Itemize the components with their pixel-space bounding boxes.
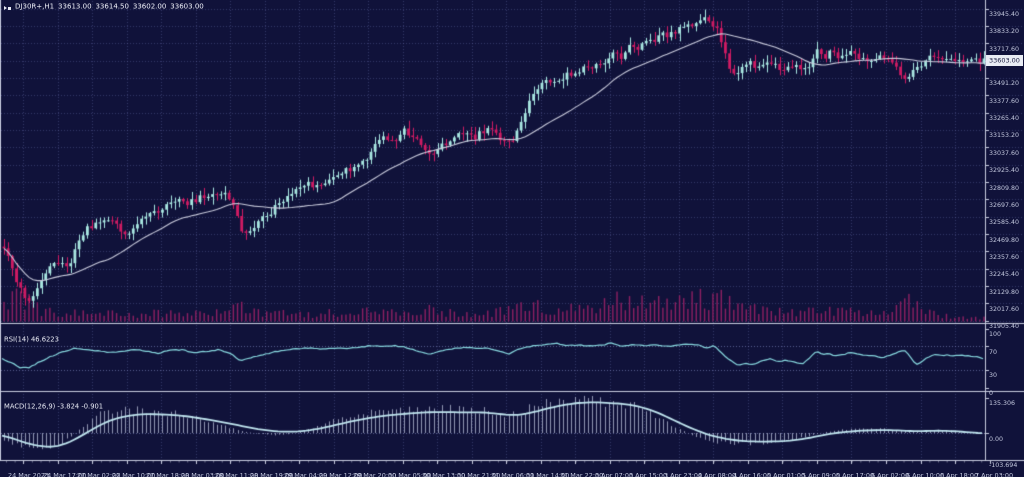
price-axis-label: 32585.40 xyxy=(989,219,1020,227)
time-axis-label: 27 Mar 10:00 xyxy=(111,472,155,477)
time-axis-label: 30 Mar 05:00 xyxy=(387,472,431,477)
time-axis-label: 31 Mar 22:00 xyxy=(560,472,604,477)
price-axis-label: 32357.60 xyxy=(989,254,1020,262)
time-axis-label: 24 Mar 2023 xyxy=(8,472,50,477)
price-axis-label: 32129.80 xyxy=(989,288,1020,296)
price-axis-label: 32017.60 xyxy=(989,306,1020,314)
price-axis-label: 32469.80 xyxy=(989,236,1020,244)
price-axis-label: 33945.40 xyxy=(989,11,1020,19)
price-axis-label: 33265.40 xyxy=(989,115,1020,123)
time-axis-label: 3 Apr 15:00 xyxy=(629,472,668,477)
symbol-ohlc-label: DJ30R+,H1 33613.00 33614.50 33602.00 33603.0… xyxy=(15,3,208,11)
time-axis-label: 4 Apr 16:00 xyxy=(732,472,772,477)
time-axis-label: 28 Mar 03:00 xyxy=(180,472,224,477)
time-axis-label: 27 Mar 02:00 xyxy=(77,472,121,477)
time-axis-label: 29 Mar 04:00 xyxy=(284,472,328,477)
rsi-axis-label: 30 xyxy=(989,372,998,380)
price-axis-label: 32245.40 xyxy=(989,271,1020,279)
time-axis-label: 7 Apr 03:00 xyxy=(974,472,1013,477)
price-axis-label: 33377.60 xyxy=(989,98,1020,106)
time-axis-label: 27 Mar 18:00 xyxy=(146,472,190,477)
rsi-axis-label: 100 xyxy=(989,331,1002,339)
price-axis-label: 33153.20 xyxy=(989,132,1020,140)
macd-values: -3.824 -0.901 xyxy=(57,403,104,411)
time-axis-label: 6 Apr 18:00 xyxy=(940,472,979,477)
time-axis-label: 29 Mar 12:00 xyxy=(318,472,362,477)
rsi-indicator-label: RSI(14) 46.6223 xyxy=(4,328,77,347)
price-axis-label: 32925.40 xyxy=(989,167,1020,175)
time-axis-label: 24 Mar 17:00 xyxy=(42,472,86,477)
open-value: 33613.00 xyxy=(58,3,92,11)
time-axis-label: 6 Apr 02:00 xyxy=(871,472,910,477)
time-axis-label: 3 Apr 23:00 xyxy=(663,472,703,477)
price-axis-label: 33037.60 xyxy=(989,150,1020,158)
symbol-timeframe-label: DJ30R+,H1 xyxy=(15,3,55,11)
time-axis-label: 3 Apr 07:00 xyxy=(594,472,633,477)
time-axis-label: 5 Apr 09:00 xyxy=(801,472,841,477)
rsi-axis-label: 70 xyxy=(989,348,998,356)
price-axis-label: 31905.40 xyxy=(989,323,1020,331)
time-axis-label: 29 Mar 20:00 xyxy=(353,472,397,477)
current-price-tag: 33603.00 xyxy=(986,55,1023,66)
time-axis-label: 31 Mar 06:00 xyxy=(491,472,535,477)
macd-axis-label: 0.00 xyxy=(989,435,1004,443)
time-axis-label: 6 Apr 10:00 xyxy=(905,472,944,477)
time-axis-label: 5 Apr 17:00 xyxy=(836,472,875,477)
close-value: 33603.00 xyxy=(170,3,204,11)
rsi-value: 46.6223 xyxy=(30,336,59,344)
time-axis-label: 30 Mar 21:00 xyxy=(456,472,501,477)
price-axis-label: 33491.20 xyxy=(989,80,1020,88)
time-axis-label: 31 Mar 14:00 xyxy=(525,472,570,477)
price-axis-label: 33717.60 xyxy=(989,45,1020,53)
price-axis-label: 33833.20 xyxy=(989,28,1020,36)
high-value: 33614.50 xyxy=(95,3,129,11)
time-axis-label: 28 Mar 19:00 xyxy=(249,472,293,477)
time-axis-label: 5 Apr 01:00 xyxy=(767,472,806,477)
price-axis-label: 32809.80 xyxy=(989,184,1020,192)
rsi-axis-label: 0 xyxy=(989,390,994,398)
rsi-name: RSI(14) xyxy=(4,336,29,344)
macd-indicator-label: MACD(12,26,9) -3.824 -0.901 xyxy=(4,395,136,414)
macd-axis-label: -103.694 xyxy=(989,462,1018,470)
low-value: 33602.00 xyxy=(132,3,167,11)
macd-axis-label: 135.306 xyxy=(989,400,1016,408)
ohlc-header: DJ30R+,H1 33613.00 33614.50 33602.00 33603.0… xyxy=(4,3,262,13)
time-axis-label: 30 Mar 13:00 xyxy=(422,472,466,477)
time-axis-label: 4 Apr 08:00 xyxy=(698,472,737,477)
time-axis-label: 28 Mar 11:00 xyxy=(215,472,259,477)
chart-marker-icon xyxy=(4,5,11,12)
price-axis-label: 32697.60 xyxy=(989,202,1020,210)
macd-name: MACD(12,26,9) xyxy=(4,403,56,411)
current-price-value: 33603.00 xyxy=(989,56,1020,65)
